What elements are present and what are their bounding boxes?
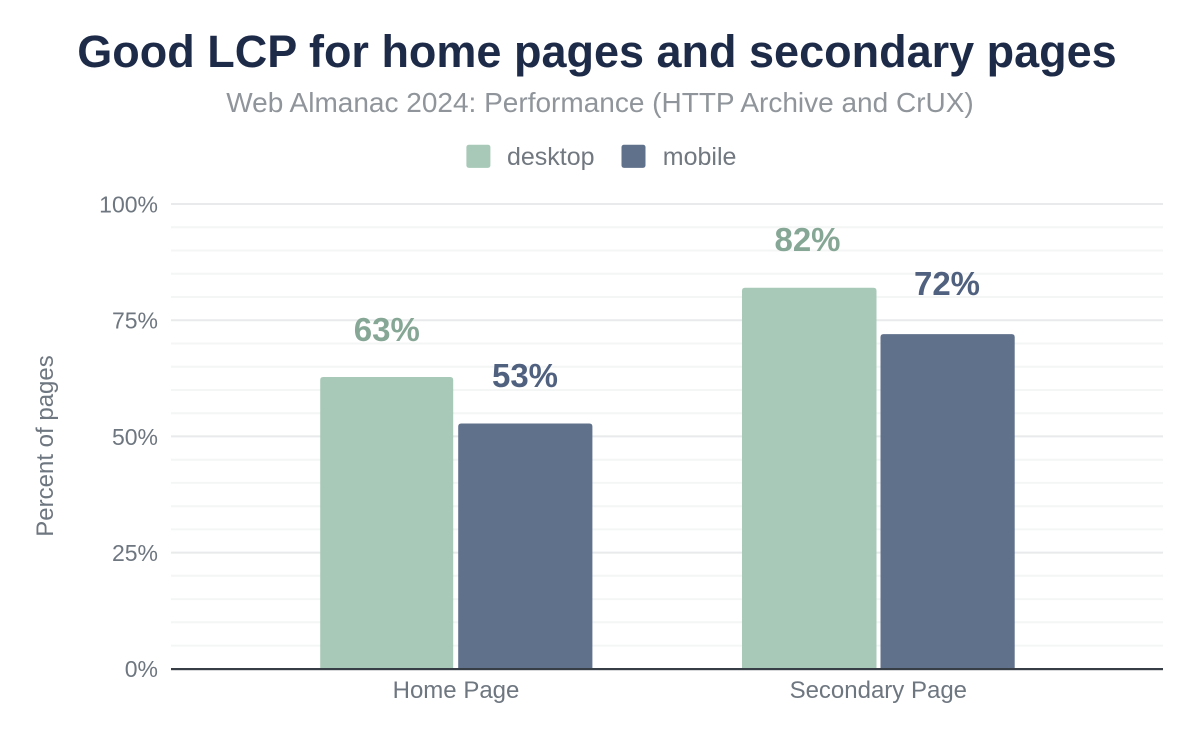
svg-text:desktop: desktop (507, 143, 595, 171)
svg-text:0%: 0% (125, 656, 158, 682)
svg-text:50%: 50% (112, 424, 158, 450)
svg-text:Good LCP for home pages and se: Good LCP for home pages and secondary pa… (77, 26, 1116, 77)
svg-text:Web Almanac 2024: Performance: Web Almanac 2024: Performance (HTTP Arch… (226, 87, 974, 118)
svg-text:63%: 63% (354, 311, 420, 348)
svg-text:Home Page: Home Page (393, 677, 520, 704)
svg-text:25%: 25% (112, 540, 158, 566)
svg-text:Percent of pages: Percent of pages (32, 355, 59, 536)
svg-text:100%: 100% (99, 192, 158, 218)
svg-text:53%: 53% (492, 357, 558, 394)
svg-text:75%: 75% (112, 308, 158, 334)
svg-text:72%: 72% (914, 265, 980, 302)
svg-text:mobile: mobile (663, 143, 737, 171)
svg-text:Secondary Page: Secondary Page (790, 677, 967, 704)
svg-text:82%: 82% (774, 221, 840, 258)
